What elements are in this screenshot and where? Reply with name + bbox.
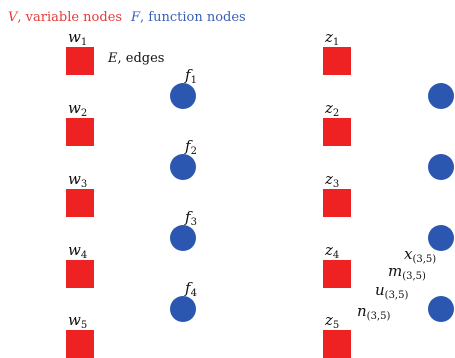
variable-label-w3-subscript: 3: [81, 179, 87, 190]
variable-label-z3: z3: [324, 170, 339, 190]
message-label-m-base: m: [388, 262, 402, 280]
variable-node-z2: [323, 118, 351, 146]
message-label-x: x(3,5): [404, 245, 436, 265]
variable-label-z2: z2: [324, 99, 339, 119]
variable-label-w4-subscript: 4: [81, 250, 87, 261]
variable-node-w1: [66, 47, 94, 75]
function-node-0-2: [170, 154, 196, 180]
variable-label-w5-subscript: 5: [81, 320, 87, 331]
function-label-f2: f2: [184, 137, 197, 157]
function-label-f1-subscript: 1: [191, 75, 197, 86]
function-node-1-1: [428, 83, 454, 109]
variable-label-z5-base: z: [324, 311, 333, 329]
variable-label-w2-subscript: 2: [81, 108, 87, 119]
variable-node-w2: [66, 118, 94, 146]
variable-label-z2-subscript: 2: [333, 108, 339, 119]
message-label-x-subscript: (3,5): [412, 254, 436, 265]
message-labels: x(3,5)m(3,5)u(3,5)n(3,5): [357, 245, 436, 322]
function-node-0-3: [170, 225, 196, 251]
variable-label-w1-subscript: 1: [81, 37, 87, 48]
edges-legend: E, edges: [107, 51, 164, 66]
message-label-u-subscript: (3,5): [385, 290, 409, 301]
message-label-u: u(3,5): [375, 281, 408, 301]
variable-label-w3: w3: [68, 170, 87, 190]
function-label-f2-base: f: [184, 137, 193, 155]
function-label-f4-base: f: [184, 279, 193, 297]
edge-set-symbol: E: [107, 51, 118, 66]
message-label-m: m(3,5): [388, 262, 426, 282]
message-label-m-subscript: (3,5): [402, 271, 426, 282]
function-label-f4: f4: [184, 279, 197, 299]
variable-node-z1: [323, 47, 351, 75]
variable-label-z1: z1: [324, 28, 339, 48]
variable-label-z5-subscript: 5: [333, 320, 339, 331]
variable-nodes-legend: V, variable nodes: [8, 10, 122, 25]
variable-label-w4-base: w: [68, 241, 81, 259]
function-label-f3-subscript: 3: [191, 217, 197, 228]
message-label-n-base: n: [357, 302, 367, 320]
variable-nodes-legend-text: , variable nodes: [17, 10, 122, 25]
variable-label-z3-subscript: 3: [333, 179, 339, 190]
function-label-f3: f3: [184, 208, 197, 228]
variable-node-z5: [323, 330, 351, 358]
variable-node-w4: [66, 260, 94, 288]
function-node-1-3: [428, 225, 454, 251]
variable-node-w3: [66, 189, 94, 217]
variable-label-w4: w4: [68, 241, 87, 261]
function-label-f3-base: f: [184, 208, 193, 226]
variable-label-z2-base: z: [324, 99, 333, 117]
edges-legend-text: , edges: [118, 51, 165, 66]
function-node-1-2: [428, 154, 454, 180]
variable-label-z4: z4: [324, 241, 339, 261]
variable-node-w5: [66, 330, 94, 358]
variable-label-w3-base: w: [68, 170, 81, 188]
message-label-n-subscript: (3,5): [367, 311, 391, 322]
function-set-symbol: F: [130, 10, 141, 25]
function-label-f1-base: f: [184, 66, 193, 84]
message-label-n: n(3,5): [357, 302, 390, 322]
variable-set-symbol: V: [8, 10, 19, 25]
function-nodes-legend: F, function nodes: [130, 10, 246, 25]
variable-node-z4: [323, 260, 351, 288]
variable-label-z1-base: z: [324, 28, 333, 46]
function-nodes-legend-text: , function nodes: [140, 10, 246, 25]
variable-label-z4-base: z: [324, 241, 333, 259]
function-node-0-1: [170, 83, 196, 109]
variable-label-w5: w5: [68, 311, 87, 331]
function-label-f1: f1: [184, 66, 197, 86]
variable-label-w2: w2: [68, 99, 87, 119]
message-label-u-base: u: [375, 281, 385, 299]
variable-node-z3: [323, 189, 351, 217]
function-node-1-4: [428, 296, 454, 322]
variable-label-w1: w1: [68, 28, 87, 48]
variable-label-w5-base: w: [68, 311, 81, 329]
variable-label-w2-base: w: [68, 99, 81, 117]
variable-label-z4-subscript: 4: [333, 250, 339, 261]
variable-label-z5: z5: [324, 311, 339, 331]
variable-label-z1-subscript: 1: [333, 37, 339, 48]
variable-label-z3-base: z: [324, 170, 333, 188]
function-label-f4-subscript: 4: [191, 288, 197, 299]
message-label-x-base: x: [404, 245, 413, 263]
function-label-f2-subscript: 2: [191, 146, 197, 157]
function-node-0-4: [170, 296, 196, 322]
variable-label-w1-base: w: [68, 28, 81, 46]
